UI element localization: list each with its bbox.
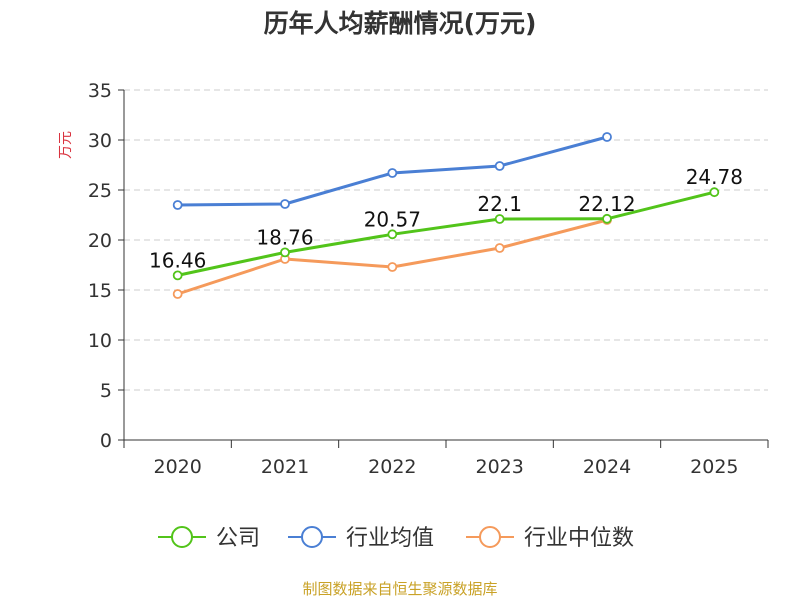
data-label: 22.12 xyxy=(578,192,635,216)
legend-marker xyxy=(171,526,193,548)
data-point xyxy=(387,168,398,178)
data-point xyxy=(494,161,505,171)
y-tick-label: 0 xyxy=(100,430,112,452)
legend-label: 行业均值 xyxy=(346,526,434,551)
grid-lines xyxy=(124,89,768,391)
legend-label: 公司 xyxy=(216,526,260,551)
data-point xyxy=(709,187,720,198)
data-point xyxy=(280,199,290,209)
x-tick-label: 2023 xyxy=(475,456,523,478)
x-tick-label: 2022 xyxy=(368,456,416,478)
data-point xyxy=(602,213,612,224)
x-tick-label: 2025 xyxy=(690,456,738,478)
legend-label: 行业中位数 xyxy=(524,526,634,551)
data-point xyxy=(172,270,183,281)
data-point xyxy=(387,262,398,272)
data-point xyxy=(172,289,183,299)
x-tick-label: 2021 xyxy=(261,456,309,478)
x-tick-label: 2024 xyxy=(583,456,631,478)
data-point xyxy=(602,132,612,142)
data-label: 22.1 xyxy=(477,192,522,216)
series-lines xyxy=(172,132,720,299)
data-point xyxy=(172,200,183,210)
source-note: 制图数据来自恒生聚源数据库 xyxy=(302,580,498,598)
y-axis-label: 万元 xyxy=(58,131,74,159)
y-tick-label: 10 xyxy=(88,330,112,352)
data-label: 16.46 xyxy=(149,248,206,272)
data-point xyxy=(494,243,505,253)
legend-marker xyxy=(301,526,323,548)
data-label: 18.76 xyxy=(256,225,313,249)
series-line-0 xyxy=(177,190,715,277)
data-point xyxy=(387,229,398,240)
x-tick-label: 2020 xyxy=(153,456,201,478)
data-point xyxy=(280,247,290,258)
y-tick-label: 25 xyxy=(88,180,112,202)
y-tick-label: 35 xyxy=(88,80,112,102)
data-label: 24.78 xyxy=(686,165,743,189)
chart-title: 历年人均薪酬情况(万元) xyxy=(263,9,537,38)
y-tick-label: 15 xyxy=(88,280,112,302)
y-tick-label: 5 xyxy=(100,380,112,402)
data-labels: 16.46 18.76 20.57 22.1 22.12 24.78 xyxy=(149,165,743,272)
data-point xyxy=(494,214,505,224)
legend-marker xyxy=(479,526,501,548)
legend: 公司 行业均值 行业中位数 xyxy=(158,526,634,551)
y-tick-label: 30 xyxy=(88,130,112,152)
data-label: 20.57 xyxy=(364,207,421,231)
y-tick-label: 20 xyxy=(88,230,112,252)
